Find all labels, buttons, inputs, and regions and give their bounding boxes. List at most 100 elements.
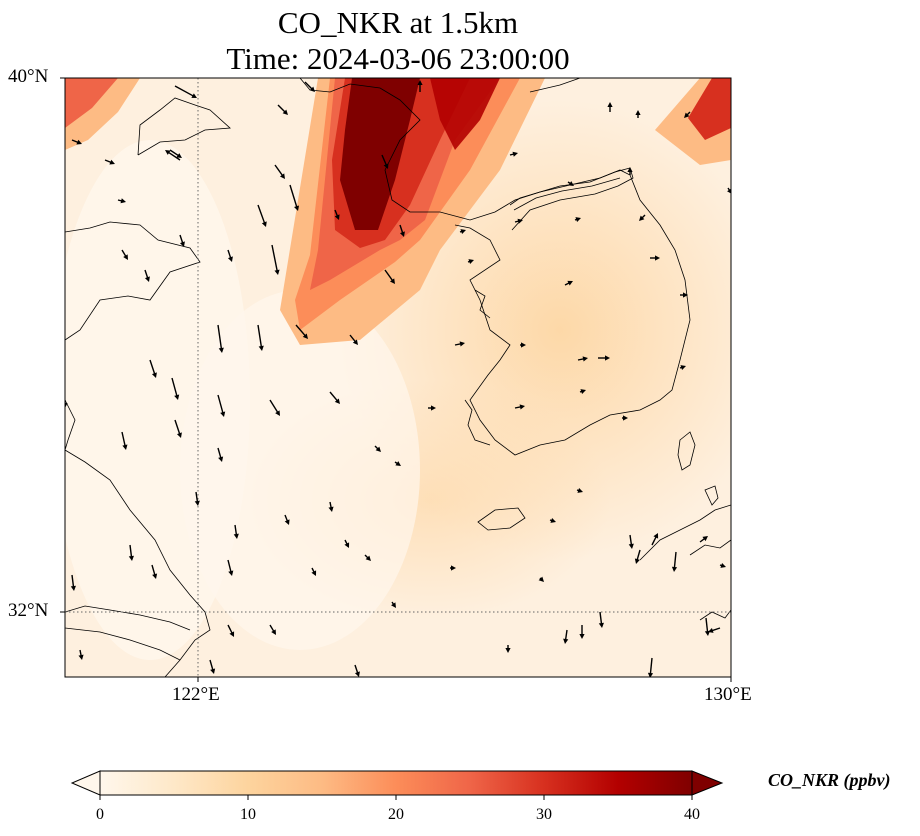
wind-arrow-head [653,533,659,539]
wind-arrow-head [311,570,317,576]
wind-arrow-head [627,167,633,172]
wind-arrow-head [605,355,610,361]
wind-arrow-head [78,654,84,660]
colorbar-tick-label: 40 [684,806,700,823]
colorbar-tick-label: 30 [536,806,552,823]
wind-arrow-head [152,573,158,579]
plume-ne-core [688,78,731,140]
wind-arrow-head [165,150,171,155]
wind-arrow-head [395,461,401,466]
wind-arrow-head [680,365,686,371]
wind-arrow-head [275,410,280,416]
wind-arrow-head [334,214,340,220]
wind-arrow-head [228,570,234,576]
coast-kyushu-3 [699,609,731,621]
wind-arrow-head [128,555,134,561]
wind-arrow-head [702,536,708,542]
colorbar-tick-label: 20 [388,806,404,823]
wind-arrow-head [459,341,465,347]
wind-arrow-head [76,139,82,145]
korea-border-b [513,177,621,211]
wind-arrow-shaft [274,164,284,177]
wind-arrow-head [727,188,731,194]
tsushima-island [677,431,696,471]
jeju-island [477,507,526,531]
map-frame [64,77,732,678]
wind-arrow-head [647,672,654,677]
wind-arrow-head [634,558,640,564]
wind-arrow-head [233,533,239,539]
wind-arrow-head [607,102,613,107]
plume-main-core [340,78,420,230]
wind-arrow-shaft [269,399,280,414]
map-title-line2: Time: 2024-03-06 23:00:00 [226,41,570,76]
wind-arrow-head [229,631,235,637]
wind-arrow-head [383,163,389,169]
wind-arrow-head [194,500,200,506]
wind-arrow-head [120,198,126,204]
wind-arrow-head [683,292,688,298]
wind-arrow-head [417,80,423,85]
coast-korea-sw-islands [464,399,491,446]
coast-kyushu [639,504,731,561]
wind-arrow-head [517,218,523,224]
wind-arrow-head [176,153,182,158]
wind-arrow-head [399,231,405,237]
haze-center-clear [180,290,420,650]
wind-arrow-head [294,205,300,211]
wind-arrow-head [550,517,556,523]
coast-jiangsu [65,399,211,677]
wind-arrow-shaft [227,559,232,574]
coast-shandong [65,221,201,341]
wind-arrow-head [218,456,224,462]
wind-arrow-head [635,110,641,115]
wind-arrow-head [598,622,604,628]
wind-arrow-head [505,648,511,653]
wind-arrow-shaft [271,244,279,273]
wind-arrow-head [151,372,157,378]
wind-arrow-shaft [384,269,394,282]
wind-arrow-head [191,93,197,98]
coastlines [65,78,731,677]
colorbar-extend-low [70,770,101,796]
wind-arrow-shaft [171,377,178,398]
wind-arrow-head [579,634,585,639]
iki-island [704,485,719,506]
wind-arrow-head [354,671,360,677]
wind-arrow-head [580,389,586,395]
colorbar-bar [99,770,693,796]
wind-arrow-head [521,342,526,348]
wind-arrow-head [271,629,276,635]
coast-ne-china [529,78,581,93]
wind-arrow-head [568,181,574,186]
wind-arrow-head [538,576,544,582]
wind-arrow-shaft [257,204,266,225]
wind-arrow-head [282,109,288,115]
wind-arrow-head [123,254,128,260]
wind-arrow-head [628,543,634,549]
coast-korea-w-islands [474,289,491,319]
wind-arrow-head [575,217,581,223]
plume-nw-core [65,78,118,128]
wind-arrow-head [684,112,690,118]
wind-arrow-head [375,446,381,452]
wind-arrow-shaft [217,394,224,415]
map-title-line1: CO_NKR at 1.5km [277,5,519,40]
wind-arrow-head [720,562,726,568]
wind-arrow-head [144,276,150,282]
wind-arrow-head [334,398,340,404]
wind-arrow-head [519,404,525,410]
wind-arrow-head [274,269,280,275]
wind-arrow-head [623,415,628,421]
wind-arrow-head [279,173,285,179]
wind-arrow-head [567,280,573,286]
colorbar-tick-label: 10 [240,806,256,823]
wind-arrow-head [179,241,185,247]
wind-arrow-head [309,86,315,92]
wind-arrow-head [258,345,264,351]
plume-main-east-lobe [430,78,500,150]
wind-arrow-head [563,638,569,644]
wind-arrow-head [512,151,518,157]
wind-arrow-head [365,555,371,561]
wind-arrow-shaft [167,151,181,161]
